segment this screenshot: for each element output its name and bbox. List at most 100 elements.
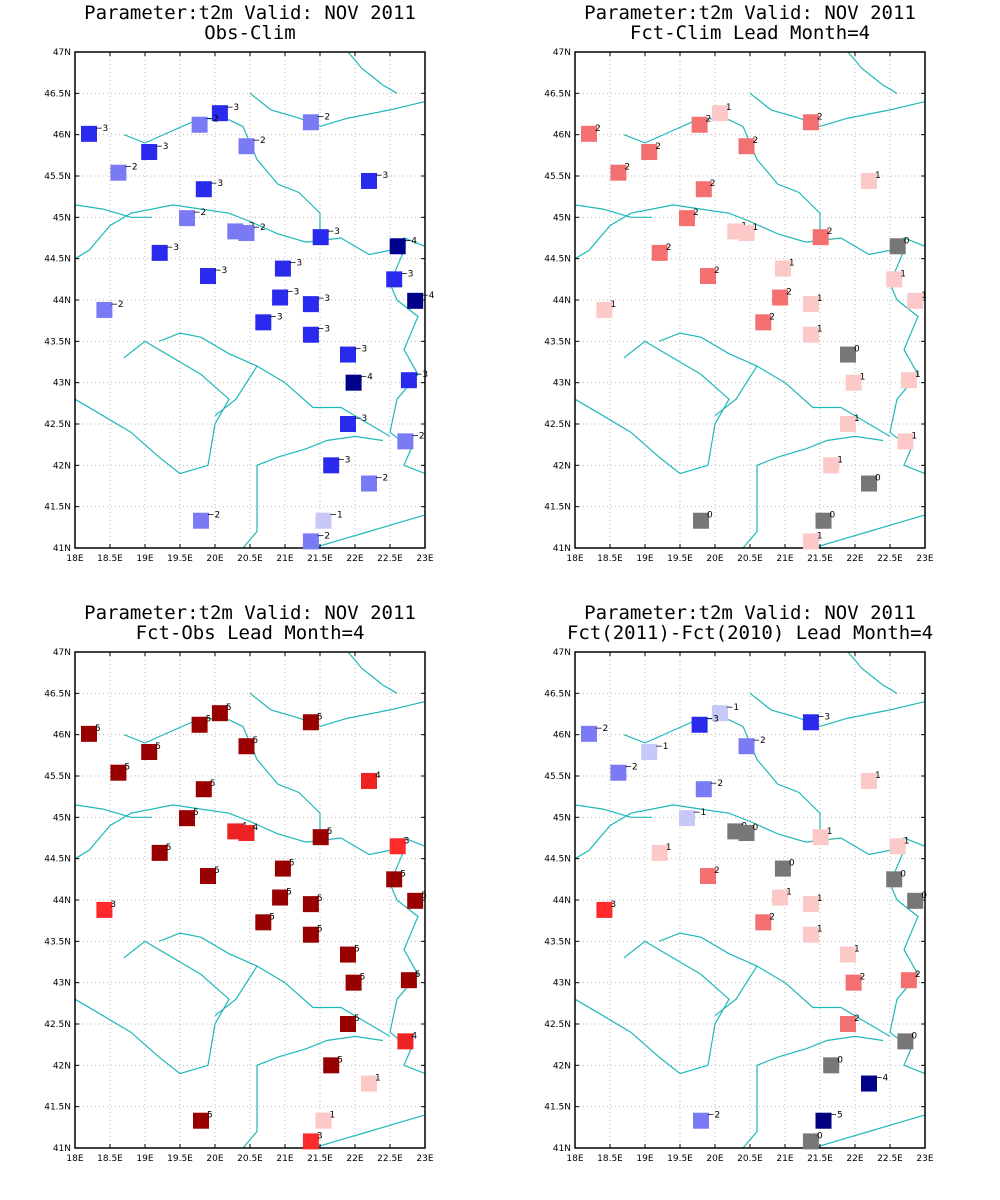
coastline <box>74 204 426 260</box>
y-tick-label: 44N <box>53 296 71 306</box>
station-value-label: −1 <box>330 511 343 521</box>
map-chart: 18E 18.5E 19E 19.5E 20E 20.5E 21E 21.5E 22E 22.5E… <box>44 648 434 1164</box>
coastline <box>256 435 384 515</box>
station-marker <box>886 871 903 888</box>
station-marker <box>802 926 819 943</box>
station-marker <box>193 512 209 529</box>
y-tick-label: 42.5N <box>544 420 571 430</box>
station-value-label: 1 <box>817 894 823 904</box>
station-value-label: 5 <box>269 912 275 922</box>
y-tick-label: 43.5N <box>44 337 71 347</box>
panel-title: Parameter:t2m Valid: NOV 2011 <box>84 2 416 24</box>
station-marker <box>110 164 127 181</box>
station-marker <box>302 296 319 313</box>
x-tick-label: 20E <box>706 554 723 564</box>
station-marker <box>802 296 819 313</box>
y-tick-label: 41.5N <box>544 1103 571 1113</box>
station-value-label: −3 <box>269 312 282 322</box>
y-tick-label: 45N <box>553 213 571 223</box>
station-value-label: 5 <box>327 827 333 837</box>
coastline <box>74 804 426 860</box>
station-value-label: 2 <box>817 112 823 122</box>
station-value-label: −3 <box>95 124 108 134</box>
station-marker <box>386 271 403 288</box>
station-value-label: −2 <box>595 724 608 734</box>
y-tick-label: 45.5N <box>44 772 71 782</box>
station-value-label: 1 <box>817 325 823 335</box>
station-value-label: −3 <box>415 370 428 380</box>
coastline <box>256 1035 384 1115</box>
coastline <box>756 435 884 515</box>
coastline <box>74 204 152 218</box>
station-marker <box>96 901 113 918</box>
panel-title: Parameter:t2m Valid: NOV 2011 <box>584 602 916 624</box>
station-value-label: 5 <box>214 866 220 876</box>
station-marker <box>738 138 755 155</box>
station-marker <box>610 164 627 181</box>
station-value-label: 2 <box>595 124 601 134</box>
coastline <box>249 692 426 728</box>
y-tick-label: 47N <box>553 48 571 58</box>
station-marker <box>302 1133 319 1150</box>
coastline <box>389 850 426 1075</box>
y-tick-label: 43N <box>553 979 571 989</box>
x-tick-label: 21.5E <box>807 1154 833 1164</box>
station-value-label: 5 <box>124 763 130 773</box>
station-value-label: 1 <box>854 945 860 955</box>
y-tick-label: 44N <box>553 896 571 906</box>
station-marker <box>151 844 168 861</box>
coastline <box>574 204 926 260</box>
x-tick-label: 20E <box>206 554 223 564</box>
station-marker <box>274 860 291 877</box>
station-marker <box>345 374 362 391</box>
coastline <box>756 1035 884 1115</box>
y-tick-label: 44.5N <box>44 855 71 865</box>
coastline <box>623 717 821 830</box>
x-tick-label: 19.5E <box>667 1154 693 1164</box>
station-value-label: −3 <box>289 259 302 269</box>
station-marker <box>897 433 914 450</box>
y-tick-label: 42N <box>53 1061 71 1071</box>
station-marker <box>255 314 272 331</box>
y-tick-label: 41N <box>553 1144 571 1154</box>
station-value-label: 0 <box>921 891 927 901</box>
station-marker <box>845 374 862 391</box>
station-value-label: 5 <box>253 736 259 746</box>
station-value-label: −4 <box>875 1074 889 1084</box>
coastline <box>242 1114 258 1149</box>
map-chart: 18E 18.5E 19E 19.5E 20E 20.5E 21E 21.5E 22E 22.5E… <box>44 48 435 564</box>
station-value-label: 2 <box>827 227 833 237</box>
station-value-label: 0 <box>900 869 906 879</box>
station-value-label: 0 <box>789 859 795 869</box>
station-value-label: −2 <box>624 763 637 773</box>
station-value-label: −3 <box>166 243 179 253</box>
station-value-label: 4 <box>253 823 259 833</box>
station-value-label: −5 <box>830 1111 843 1121</box>
x-tick-label: 23E <box>416 554 433 564</box>
station-marker <box>141 744 158 761</box>
station-marker <box>802 896 819 913</box>
station-value-label: 1 <box>921 291 927 301</box>
coastline <box>847 651 898 694</box>
panel-fct-obs: Parameter:t2m Valid: NOV 2011 Fct-Obs Le… <box>0 600 500 1200</box>
station-value-label: −2 <box>253 223 266 233</box>
station-marker <box>840 946 856 963</box>
station-marker <box>679 810 695 827</box>
station-value-label: 5 <box>193 808 199 818</box>
station-value-label: 2 <box>693 208 699 218</box>
station-value-label: −1 <box>655 742 668 752</box>
station-marker <box>738 738 755 755</box>
x-tick-label: 20.5E <box>737 1154 763 1164</box>
y-tick-label: 47N <box>53 48 71 58</box>
station-value-label: 5 <box>415 970 421 980</box>
x-tick-label: 22.5E <box>377 554 403 564</box>
station-value-label: 5 <box>95 724 101 734</box>
y-tick-label: 42.5N <box>44 1020 71 1030</box>
station-marker <box>693 512 709 529</box>
x-tick-label: 18.5E <box>597 554 623 564</box>
x-tick-label: 22E <box>346 554 363 564</box>
station-value-label: 0 <box>830 511 836 521</box>
station-marker <box>302 714 319 731</box>
station-value-label: 5 <box>317 712 323 722</box>
panel-subtitle: Fct-Clim Lead Month=4 <box>629 22 871 44</box>
